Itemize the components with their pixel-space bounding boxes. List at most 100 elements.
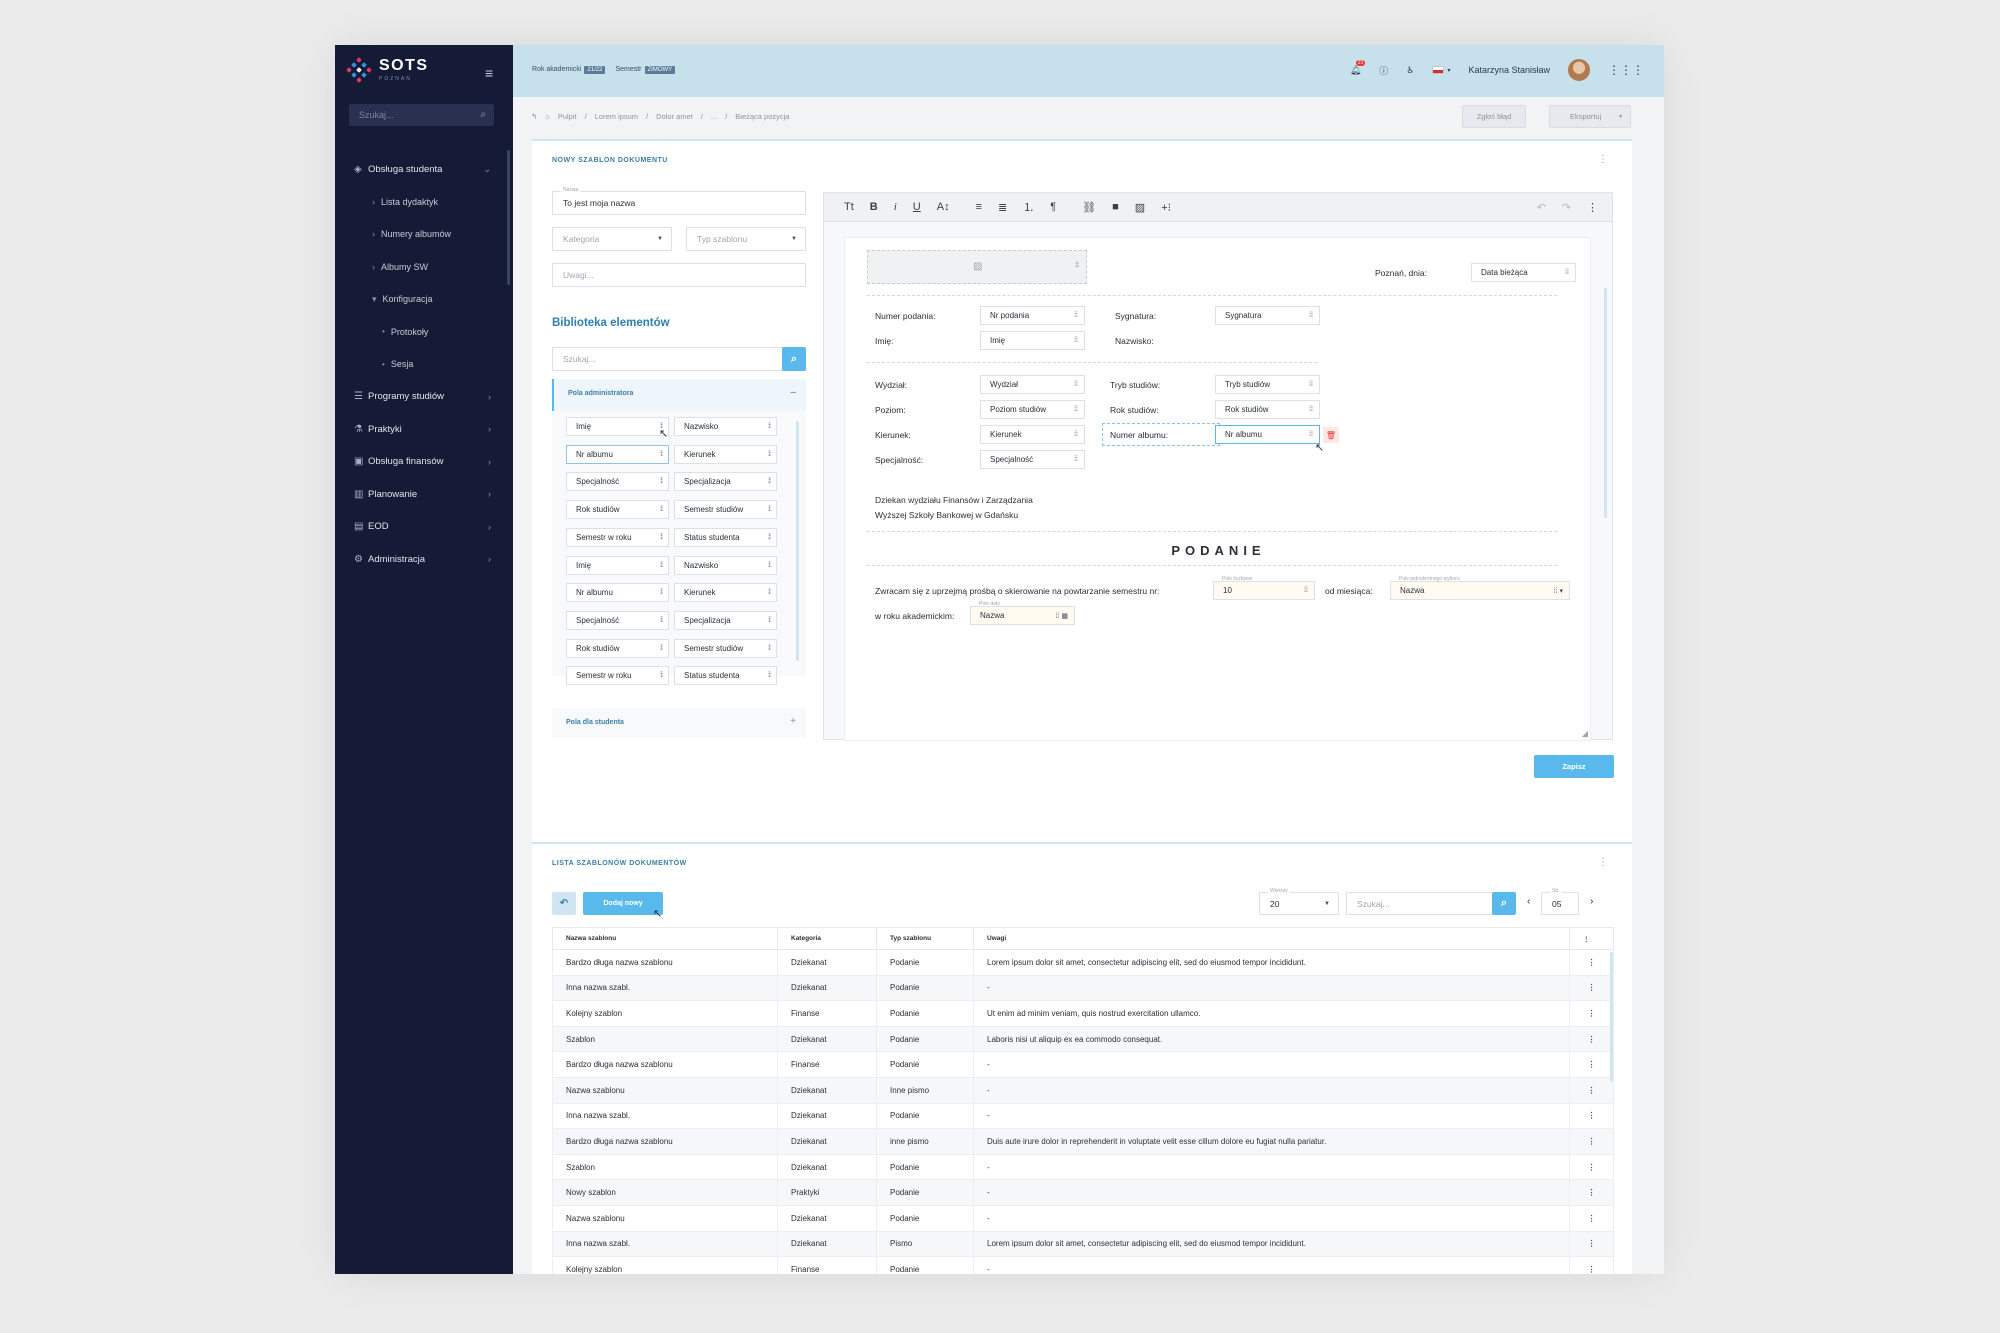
resize-handle-icon[interactable]: ◢ bbox=[1581, 729, 1588, 738]
paragraph-icon[interactable]: ¶ bbox=[1050, 201, 1057, 213]
drag-handle-icon[interactable]: ⁞⁞ bbox=[768, 450, 771, 458]
row-options-icon[interactable]: ⋮ bbox=[1569, 949, 1614, 976]
accessibility-icon[interactable]: ♿︎ bbox=[1406, 64, 1415, 75]
next-page-button[interactable]: › bbox=[1590, 896, 1594, 907]
image-icon[interactable]: ▨ bbox=[1134, 201, 1146, 214]
drag-handle-icon[interactable]: ⁞⁞ bbox=[768, 478, 771, 486]
drag-handle-icon[interactable]: ⁞⁞ bbox=[768, 533, 771, 541]
sidebar-item-konfiguracja[interactable]: Konfiguracja bbox=[335, 283, 505, 316]
numbered-list-icon[interactable]: ⒈ bbox=[1023, 202, 1035, 214]
drag-handle-icon[interactable]: ⁞⁞ bbox=[1304, 587, 1308, 594]
column-header[interactable]: Nazwa szablonu bbox=[552, 927, 778, 950]
sidebar-item-administracja[interactable]: ⚙ Administracja › bbox=[335, 543, 505, 576]
notes-field[interactable]: Uwagi... bbox=[552, 263, 806, 287]
report-bug-button[interactable]: Zgłoś błąd bbox=[1462, 105, 1526, 128]
font-style-icon[interactable]: A↕ bbox=[936, 201, 950, 213]
library-field-chip[interactable]: Kierunek ⁞⁞ bbox=[674, 583, 777, 603]
drag-handle-icon[interactable]: ⁞⁞ bbox=[660, 533, 663, 541]
table-row[interactable]: Bardzo długa nazwa szablonu Finanse Podani… bbox=[552, 1051, 1614, 1078]
admin-fields-header[interactable]: Pola administratora – bbox=[552, 379, 806, 411]
drag-handle-icon[interactable]: ⁞⁞ bbox=[660, 506, 663, 514]
add-new-button[interactable]: Dodaj nowy bbox=[583, 892, 663, 915]
library-field-chip[interactable]: Specjalizacja ⁞⁞ bbox=[674, 472, 777, 492]
row-options-icon[interactable]: ⋮ bbox=[1569, 1076, 1614, 1104]
table-row[interactable]: Bardzo długa nazwa szablonu Dziekanat Poda… bbox=[552, 949, 1614, 976]
drag-handle-icon[interactable]: ⁞⁞ bbox=[1074, 381, 1078, 388]
sidebar-item-obsluga-studenta[interactable]: ◈ Obsługa studenta ⌄ bbox=[335, 153, 505, 186]
drag-handle-icon[interactable]: ⁞⁞ bbox=[660, 644, 663, 652]
folder-icon[interactable]: ■ bbox=[1112, 201, 1119, 213]
table-row[interactable]: Inna nazwa szabl. Dziekanat Podanie - ⋮ bbox=[552, 1102, 1614, 1130]
user-name[interactable]: Katarzyna Stanisław bbox=[1468, 65, 1550, 75]
drag-handle-icon[interactable]: ⁞⁞ bbox=[660, 450, 663, 458]
drag-handle-icon[interactable]: ⁞⁞ bbox=[1309, 312, 1313, 319]
table-row[interactable]: Nazwa szablonu Dziekanat Podanie - ⋮ bbox=[552, 1204, 1614, 1232]
breadcrumb-item[interactable]: Dolor amet bbox=[656, 112, 693, 121]
drag-handle-icon[interactable]: ⁞⁞ bbox=[768, 616, 771, 624]
library-field-chip[interactable]: Semestr w roku ⁞⁞ bbox=[566, 666, 669, 686]
library-field-chip[interactable]: Rok studiów ⁞⁞ bbox=[566, 638, 669, 658]
drag-handle-icon[interactable]: ⁞⁞ bbox=[768, 561, 771, 569]
row-options-icon[interactable]: ⋮ bbox=[1569, 974, 1614, 1002]
table-row[interactable]: Nazwa szablonu Dziekanat Inne pismo - ⋮ bbox=[552, 1076, 1614, 1104]
editor-scrollbar[interactable] bbox=[1604, 288, 1607, 518]
table-row[interactable]: Inna nazwa szabl. Dziekanat Podanie - ⋮ bbox=[552, 974, 1614, 1002]
student-fields-header[interactable]: Pola dla studenta + bbox=[552, 708, 806, 738]
back-arrow-icon[interactable]: ↰ bbox=[531, 112, 538, 121]
sidebar-item-eod[interactable]: ▤ EOD › bbox=[335, 511, 505, 544]
row-options-icon[interactable]: ⋮ bbox=[1569, 1179, 1614, 1206]
drag-handle-icon[interactable]: ⁞⁞ bbox=[768, 423, 771, 430]
apps-grid-icon[interactable]: ⋮⋮⋮ bbox=[1608, 63, 1644, 77]
list-search-button[interactable]: ⌕ bbox=[1492, 892, 1516, 915]
sidebar-item-programy-studiow[interactable]: ☰ Programy studiów › bbox=[335, 381, 505, 414]
logo-placeholder[interactable]: ▨ ⁞⁞ bbox=[867, 250, 1087, 284]
date-field[interactable]: Data bieżąca ⁞⁞ bbox=[1471, 263, 1576, 282]
row-options-icon[interactable]: ⋮ bbox=[1569, 1000, 1614, 1027]
table-row[interactable]: Inna nazwa szabl. Dziekanat Pismo Lorem ips… bbox=[552, 1230, 1614, 1258]
doc-field-kierunek[interactable]: Kierunek ⁞⁞ bbox=[980, 425, 1085, 444]
table-row[interactable]: Bardzo długa nazwa szablonu Dziekanat inne… bbox=[552, 1128, 1614, 1155]
sidebar-item-obsluga-finansow[interactable]: ▣ Obsługa finansów › bbox=[335, 446, 505, 479]
doc-field-nr-albumu[interactable]: Nr albumu ⁞⁞ bbox=[1215, 425, 1320, 444]
doc-field-poziom[interactable]: Poziom studiów ⁞⁞ bbox=[980, 400, 1085, 419]
row-options-icon[interactable]: ⋮ bbox=[1569, 1128, 1614, 1155]
drag-handle-icon[interactable]: ⁞⁞ bbox=[1074, 337, 1078, 344]
row-options-icon[interactable]: ⋮ bbox=[1569, 1025, 1614, 1053]
sidebar-item-numery-albumow[interactable]: Numery albumów bbox=[335, 218, 505, 251]
notifications-bell-icon[interactable]: 🔔︎ 21 bbox=[1349, 59, 1366, 75]
category-select[interactable]: Kategoria ▼ bbox=[552, 227, 672, 251]
drag-handle-icon[interactable]: ⁞⁞ bbox=[660, 616, 663, 624]
drag-handle-icon[interactable]: ⁞⁞ bbox=[768, 644, 771, 652]
align-left-icon[interactable]: ≡ bbox=[975, 201, 983, 213]
drag-handle-icon[interactable]: ⁞⁞ bbox=[768, 589, 771, 597]
row-options-icon[interactable]: ⋮ bbox=[1569, 1256, 1614, 1274]
rows-per-page-select[interactable]: Wierszy 20 ▼ bbox=[1259, 888, 1339, 915]
back-button[interactable]: ↶ bbox=[552, 892, 576, 915]
sidebar-item-praktyki[interactable]: ⚗ Praktyki › bbox=[335, 413, 505, 446]
breadcrumb-item[interactable]: Lorem ipsum bbox=[594, 112, 639, 121]
prev-page-button[interactable]: ‹ bbox=[1527, 896, 1531, 907]
language-selector[interactable]: ▾ bbox=[1432, 66, 1450, 74]
avatar[interactable] bbox=[1568, 59, 1590, 81]
sidebar-item-protokoly[interactable]: Protokoły bbox=[335, 316, 505, 349]
drag-handle-icon[interactable]: ⁞⁞ bbox=[660, 478, 663, 486]
link-icon[interactable]: ⛓︎ bbox=[1082, 201, 1097, 214]
library-search-button[interactable]: ⌕ bbox=[782, 347, 806, 371]
hamburger-menu-icon[interactable]: ≡ bbox=[485, 65, 494, 81]
sidebar-item-lista-dydaktyk[interactable]: Lista dydaktyk bbox=[335, 186, 505, 219]
column-options-icon[interactable]: ⋮ bbox=[1569, 927, 1614, 950]
underline-icon[interactable]: U bbox=[912, 201, 921, 213]
sidebar-item-sesja[interactable]: Sesja bbox=[335, 348, 505, 381]
undo-icon[interactable]: ↶ bbox=[1536, 201, 1546, 214]
export-button[interactable]: Eksportuj ▾ bbox=[1549, 105, 1631, 128]
drag-handle-icon[interactable]: ⁞⁞ bbox=[660, 561, 663, 569]
more-options-icon[interactable]: ⋮ bbox=[1598, 857, 1608, 868]
calendar-icon[interactable]: ⁞⁞ ▦ bbox=[1055, 612, 1068, 620]
row-options-icon[interactable]: ⋮ bbox=[1569, 1102, 1614, 1130]
insert-icon[interactable]: +⁝ bbox=[1161, 201, 1172, 214]
table-row[interactable]: Szablon Dziekanat Podanie Laboris nisi ut a… bbox=[552, 1025, 1614, 1053]
save-button[interactable]: Zapisz bbox=[1534, 755, 1614, 778]
table-row[interactable]: Nowy szablon Praktyki Podanie - ⋮ bbox=[552, 1179, 1614, 1206]
library-field-chip[interactable]: Nr albumu ⁞⁞ bbox=[566, 583, 669, 603]
column-header[interactable]: Typ szablonu bbox=[876, 927, 974, 950]
